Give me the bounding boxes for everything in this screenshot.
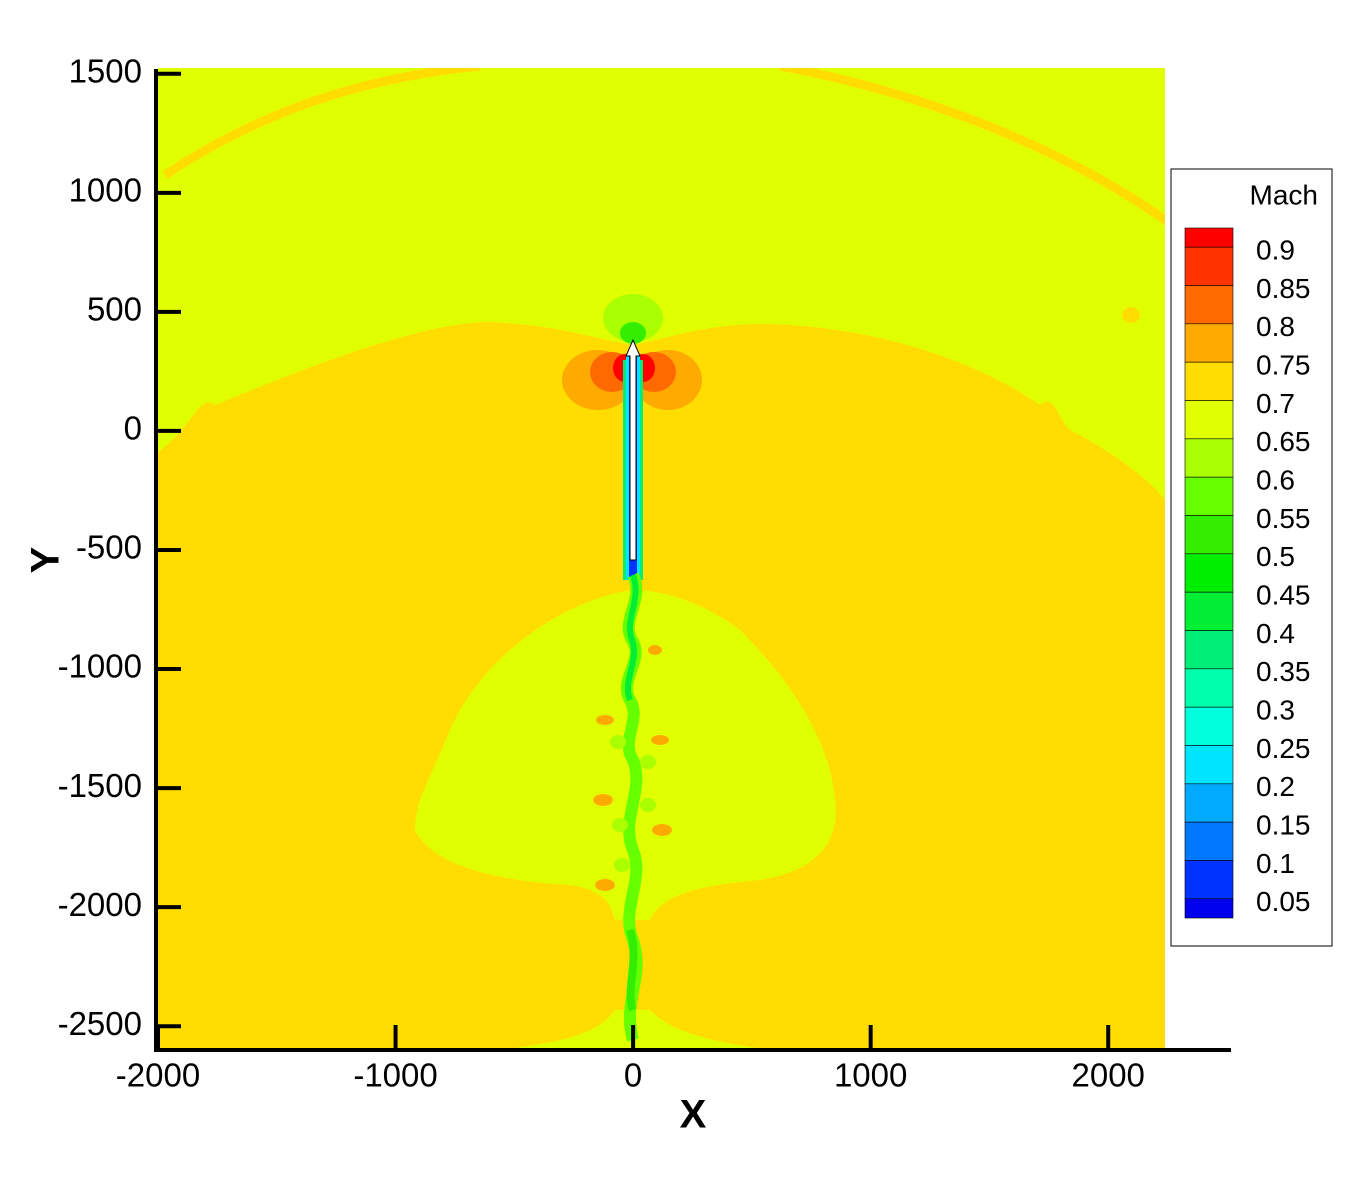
legend-swatch bbox=[1184, 400, 1234, 440]
legend-swatch bbox=[1184, 783, 1234, 823]
legend-label: 0.5 bbox=[1256, 541, 1295, 572]
legend-label: 0.8 bbox=[1256, 311, 1295, 342]
y-tick-label: -500 bbox=[76, 529, 142, 566]
y-tick-label: 0 bbox=[124, 410, 142, 447]
legend-label: 0.7 bbox=[1256, 388, 1295, 419]
legend-label: 0.3 bbox=[1256, 695, 1295, 726]
legend-swatch bbox=[1184, 821, 1234, 861]
legend-label: 0.35 bbox=[1256, 656, 1311, 687]
y-tick-label: -2500 bbox=[58, 1005, 142, 1042]
axes: -2000 -1000 0 1000 2000 -2500 -2000 -1500 -1000 -… bbox=[58, 52, 1231, 1094]
legend-swatch bbox=[1184, 898, 1234, 919]
x-tick-label: -1000 bbox=[353, 1057, 437, 1094]
legend-swatch bbox=[1184, 668, 1234, 708]
x-axis-title: X bbox=[680, 1093, 707, 1137]
legend-swatch bbox=[1184, 246, 1234, 286]
y-tick-label: 1500 bbox=[69, 52, 142, 89]
legend-swatch bbox=[1184, 591, 1234, 631]
legend-swatch bbox=[1184, 476, 1234, 516]
x-tick-label: 0 bbox=[624, 1057, 642, 1094]
y-tick-label: 500 bbox=[87, 291, 142, 328]
legend-swatch bbox=[1184, 515, 1234, 555]
legend-swatch bbox=[1184, 227, 1234, 248]
legend-label: 0.6 bbox=[1256, 465, 1295, 496]
legend-label: 0.55 bbox=[1256, 503, 1311, 534]
legend-swatch bbox=[1184, 323, 1234, 363]
x-tick-label: 2000 bbox=[1072, 1057, 1145, 1094]
legend-label: 0.25 bbox=[1256, 733, 1311, 764]
legend-label: 0.75 bbox=[1256, 350, 1311, 381]
y-tick-label: -1000 bbox=[58, 648, 142, 685]
legend-title: Mach bbox=[1250, 179, 1318, 210]
legend-label: 0.4 bbox=[1256, 618, 1295, 649]
legend-label: 0.9 bbox=[1256, 235, 1295, 266]
legend-swatch bbox=[1184, 285, 1234, 325]
y-tick-label: 1000 bbox=[69, 172, 142, 209]
y-axis-title: Y bbox=[24, 546, 68, 573]
x-tick-label: 1000 bbox=[834, 1057, 907, 1094]
x-tick-label: -2000 bbox=[116, 1057, 200, 1094]
legend-swatch bbox=[1184, 553, 1234, 593]
legend-label: 0.2 bbox=[1256, 771, 1295, 802]
legend-label: 0.1 bbox=[1256, 848, 1295, 879]
legend-label: 0.45 bbox=[1256, 580, 1311, 611]
legend-swatch bbox=[1184, 860, 1234, 900]
legend-swatch bbox=[1184, 438, 1234, 478]
legend-label: 0.15 bbox=[1256, 810, 1311, 841]
legend-label: 0.05 bbox=[1256, 886, 1311, 917]
legend-label: 0.65 bbox=[1256, 426, 1311, 457]
legend-label: 0.85 bbox=[1256, 273, 1311, 304]
legend-swatch bbox=[1184, 630, 1234, 670]
legend: 0.9 0.85 0.8 0.75 0.7 0.65 0.6 0.55 0.5 0.45 0.4 0.… bbox=[1184, 227, 1311, 919]
contour-field bbox=[158, 68, 1165, 1050]
legend-swatch bbox=[1184, 745, 1234, 785]
y-tick-label: -2000 bbox=[58, 886, 142, 923]
legend-swatch bbox=[1184, 361, 1234, 401]
y-tick-label: -1500 bbox=[58, 767, 142, 804]
legend-swatch bbox=[1184, 706, 1234, 746]
